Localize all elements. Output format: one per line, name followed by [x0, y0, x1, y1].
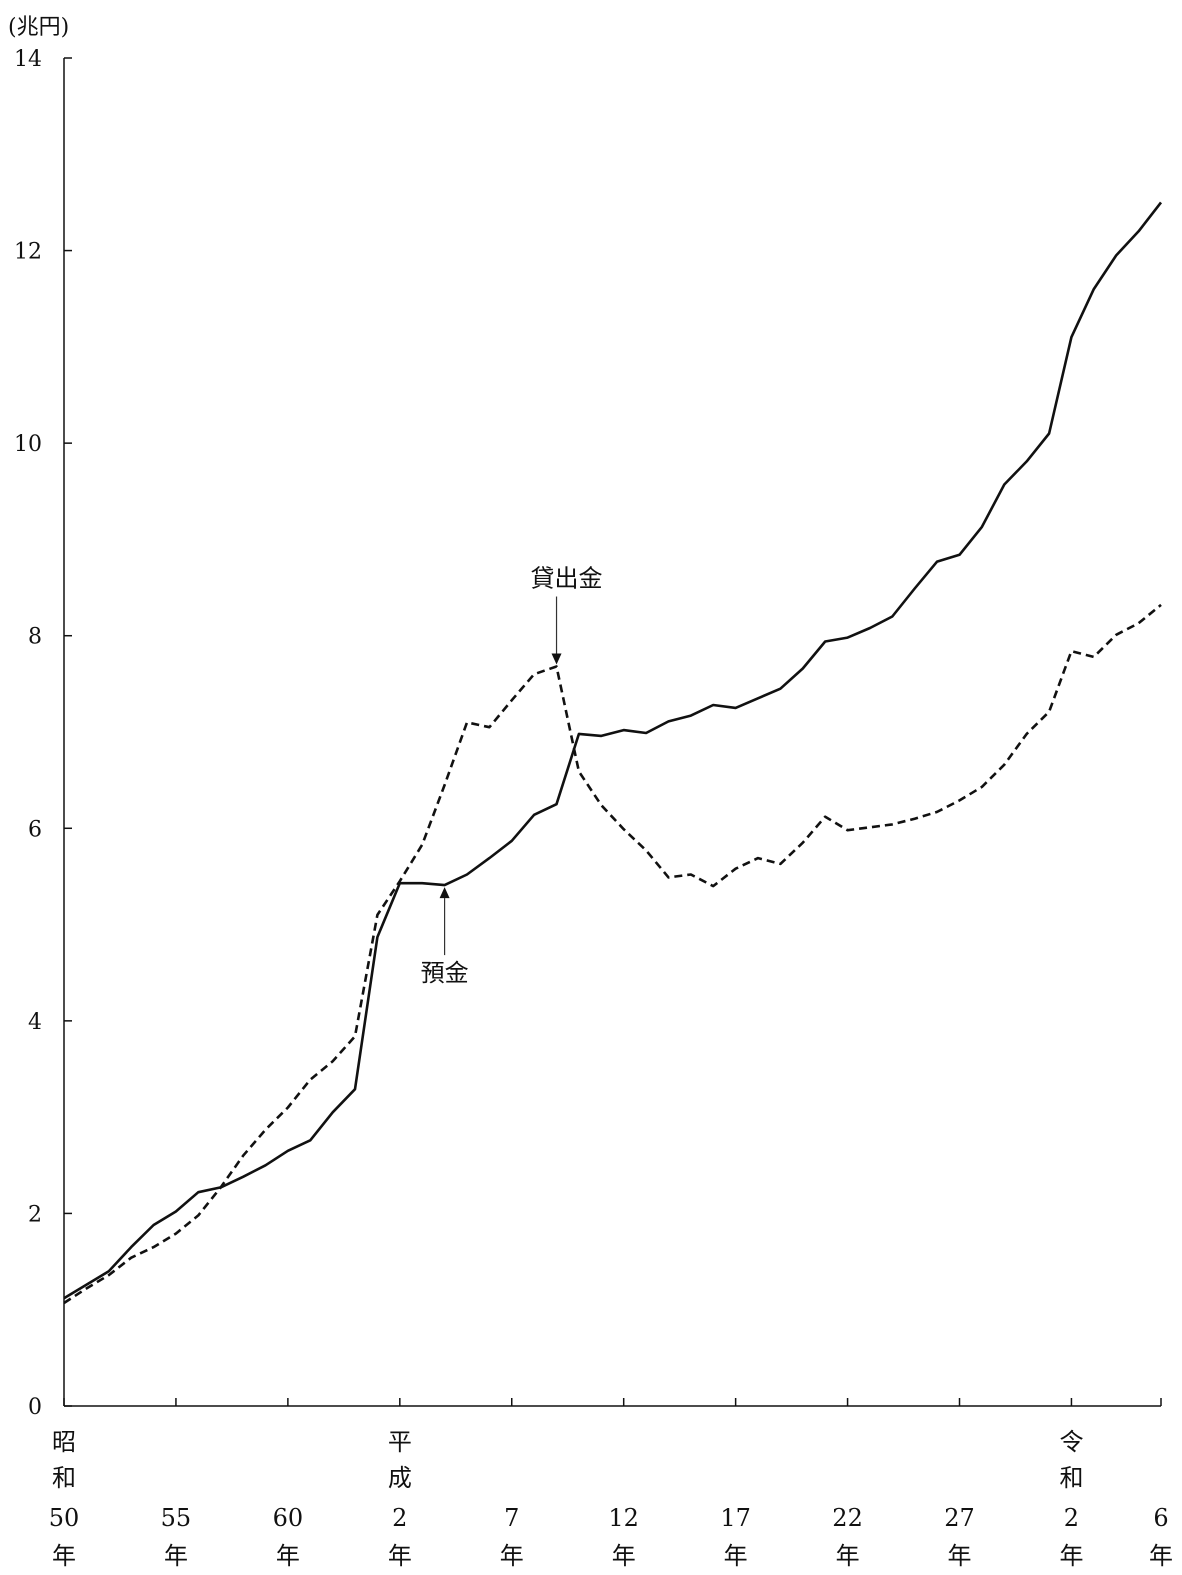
x-year-suffix: 年 [388, 1542, 412, 1570]
series-line-0 [63, 201, 1163, 1300]
x-era-label: 平 [388, 1428, 412, 1456]
x-year-label: 7 [504, 1504, 519, 1532]
series-layer [63, 201, 1163, 1305]
annotation-arrowhead [439, 887, 450, 899]
x-year-label: 17 [720, 1504, 751, 1532]
x-year-suffix: 年 [52, 1542, 76, 1570]
x-era-label: 令 [1059, 1428, 1083, 1456]
x-year-label: 2 [392, 1504, 407, 1532]
y-tick-label: 6 [28, 817, 42, 842]
x-year-suffix: 年 [948, 1542, 972, 1570]
series-line-1 [63, 603, 1162, 1305]
annotation-label: 貸出金 [531, 565, 603, 593]
y-ticks: 0 2 4 6 8 10 12 14 [14, 47, 72, 1420]
x-year-suffix: 年 [500, 1542, 524, 1570]
y-tick-label: 2 [28, 1202, 42, 1227]
y-tick-label: 10 [14, 432, 42, 457]
y-axis: 0 2 4 6 8 10 12 14 (兆円) [8, 15, 72, 1420]
x-year-label: 22 [832, 1504, 863, 1532]
x-year-suffix: 年 [1059, 1542, 1083, 1570]
x-year-label: 55 [161, 1504, 192, 1532]
x-year-label: 2 [1064, 1504, 1079, 1532]
x-era-label: 和 [52, 1464, 76, 1492]
x-year-label: 50 [49, 1504, 80, 1532]
x-era-label: 和 [1059, 1464, 1083, 1492]
y-tick-label: 12 [14, 240, 42, 265]
x-year-suffix: 年 [164, 1542, 188, 1570]
x-era-label: 成 [388, 1464, 412, 1492]
x-year-suffix: 年 [836, 1542, 860, 1570]
x-year-label: 27 [944, 1504, 975, 1532]
x-year-suffix: 年 [724, 1542, 748, 1570]
x-year-label: 60 [273, 1504, 304, 1532]
x-year-label: 6 [1153, 1504, 1168, 1532]
y-tick-label: 8 [28, 625, 42, 650]
x-era-label: 昭 [52, 1428, 76, 1456]
x-year-suffix: 年 [612, 1542, 636, 1570]
annotation-arrowhead [551, 653, 562, 665]
x-year-label: 12 [608, 1504, 639, 1532]
y-tick-label: 0 [28, 1395, 42, 1420]
y-tick-label: 14 [14, 47, 42, 72]
annotation-label: 預金 [421, 959, 469, 987]
y-unit-label: (兆円) [8, 15, 69, 40]
y-tick-label: 4 [28, 1010, 42, 1035]
x-year-suffix: 年 [1149, 1542, 1173, 1570]
x-year-suffix: 年 [276, 1542, 300, 1570]
